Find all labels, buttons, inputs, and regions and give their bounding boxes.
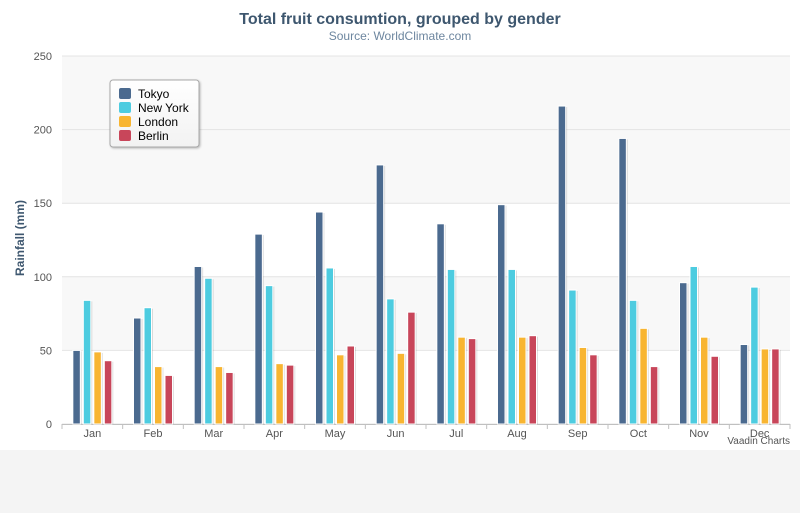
series-london	[93, 327, 771, 425]
bar[interactable]	[750, 286, 759, 425]
x-tick-label: Feb	[144, 428, 163, 440]
bar[interactable]	[275, 363, 284, 425]
x-tick-label: Nov	[689, 428, 709, 440]
x-tick-label: Jan	[83, 428, 101, 440]
legend-swatch[interactable]	[119, 116, 131, 127]
series-new-york	[82, 265, 760, 425]
legend-swatch[interactable]	[119, 130, 131, 141]
bar[interactable]	[264, 285, 274, 425]
y-axis: 0 50 100 150 200 250	[34, 51, 52, 431]
legend-item-label[interactable]: Berlin	[138, 129, 169, 143]
bar[interactable]	[204, 277, 213, 425]
bar[interactable]	[760, 348, 770, 425]
bar[interactable]	[375, 164, 385, 425]
bar[interactable]	[589, 354, 598, 425]
bar[interactable]	[467, 338, 477, 425]
bar[interactable]	[143, 307, 152, 425]
bar[interactable]	[154, 366, 163, 425]
legend-item-label[interactable]: London	[138, 115, 178, 129]
bar[interactable]	[618, 137, 627, 425]
y-tick-label: 0	[46, 419, 52, 431]
bar[interactable]	[446, 268, 456, 425]
bar[interactable]	[700, 336, 709, 425]
credits-link[interactable]: Vaadin Charts	[727, 436, 790, 447]
bar[interactable]	[568, 289, 577, 425]
bar[interactable]	[254, 233, 263, 425]
bar[interactable]	[497, 204, 506, 425]
x-tick-label: Oct	[630, 428, 647, 440]
bar[interactable]	[689, 265, 698, 425]
bar[interactable]	[164, 374, 173, 425]
bar[interactable]	[214, 366, 224, 425]
bar[interactable]	[386, 298, 395, 425]
bar[interactable]	[679, 282, 688, 425]
bar[interactable]	[528, 335, 537, 425]
bar[interactable]	[396, 352, 406, 425]
x-tick-label: Apr	[266, 428, 283, 440]
bar[interactable]	[315, 211, 324, 425]
y-tick-label: 200	[34, 125, 52, 137]
bar[interactable]	[82, 299, 92, 425]
bar[interactable]	[225, 371, 234, 425]
legend-item-label[interactable]: New York	[138, 101, 190, 115]
legend-swatch[interactable]	[119, 102, 131, 113]
chart-svg: Jan Feb Mar Apr May Jun Jul Aug Sep Oct Nov Dec 0 50…	[13, 11, 791, 447]
x-axis: Jan Feb Mar Apr May Jun Jul Aug Sep Oct Nov Dec	[61, 424, 791, 440]
series-berlin	[103, 311, 781, 425]
bar[interactable]	[739, 344, 749, 425]
x-tick-label: Sep	[568, 428, 588, 440]
x-tick-label: Jul	[449, 428, 463, 440]
x-tick-label: Dec	[750, 428, 770, 440]
bar[interactable]	[557, 105, 567, 425]
bar[interactable]	[628, 299, 638, 425]
bar[interactable]	[285, 364, 295, 425]
bar[interactable]	[193, 265, 203, 425]
y-tick-label: 150	[34, 198, 52, 210]
y-axis-label: Rainfall (mm)	[13, 200, 27, 276]
chart-subtitle: Source: WorldClimate.com	[329, 29, 472, 43]
y-tick-label: 100	[34, 272, 52, 284]
bar[interactable]	[133, 317, 142, 425]
bar[interactable]	[639, 327, 648, 425]
bar[interactable]	[649, 366, 659, 425]
bar[interactable]	[346, 345, 355, 425]
bar[interactable]	[578, 346, 588, 425]
legend-box	[109, 79, 200, 148]
bar[interactable]	[710, 355, 719, 425]
bar[interactable]	[93, 351, 102, 425]
legend-swatch[interactable]	[119, 88, 131, 99]
bar-series-group	[72, 105, 781, 425]
y-tick-label: 50	[40, 345, 52, 357]
x-tick-label: May	[325, 428, 346, 440]
chart-title: Total fruit consumtion, grouped by gende…	[239, 11, 560, 28]
x-tick-label: Jun	[387, 428, 405, 440]
y-tick-label: 250	[34, 51, 52, 63]
bar[interactable]	[457, 336, 466, 425]
series-tokyo	[72, 105, 750, 425]
chart-container: Jan Feb Mar Apr May Jun Jul Aug Sep Oct Nov Dec 0 50…	[0, 0, 800, 450]
legend-item-label[interactable]: Tokyo	[138, 87, 170, 101]
bar[interactable]	[325, 267, 334, 425]
x-tick-label: Aug	[507, 428, 527, 440]
x-tick-label: Mar	[204, 428, 223, 440]
plot-band	[62, 276, 790, 351]
bar[interactable]	[771, 348, 780, 425]
bar[interactable]	[518, 336, 527, 425]
bar[interactable]	[407, 311, 416, 425]
bar[interactable]	[436, 223, 445, 425]
bar[interactable]	[507, 268, 516, 425]
bar[interactable]	[72, 349, 81, 425]
bar[interactable]	[103, 360, 113, 425]
bar[interactable]	[336, 354, 345, 425]
